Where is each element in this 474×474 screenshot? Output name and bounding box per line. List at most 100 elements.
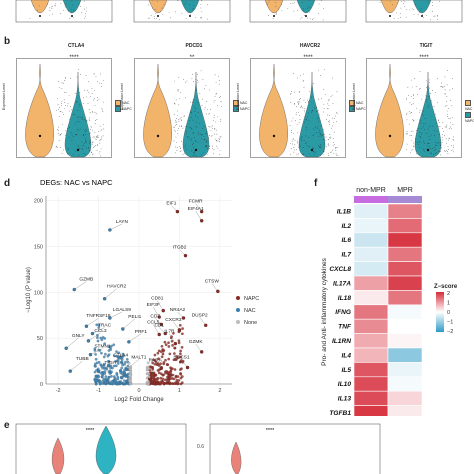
jitter-dot	[428, 146, 430, 147]
jitter-dot	[81, 141, 83, 143]
significance-stars: **	[189, 55, 195, 61]
jitter-dot	[61, 88, 63, 89]
jitter-dot	[406, 112, 408, 114]
background-point	[168, 381, 172, 385]
data-point-eif4a1	[199, 219, 204, 223]
jitter-dot	[192, 119, 194, 121]
jitter-dot	[90, 96, 91, 98]
median-dot-napc	[76, 148, 80, 152]
jitter-dot	[209, 145, 210, 147]
violin-top-median-2-0	[273, 15, 275, 17]
jitter-dot	[197, 102, 199, 104]
jitter-dot	[419, 132, 421, 134]
data-point-peli1	[121, 327, 125, 331]
jitter-dot	[428, 142, 430, 144]
jitter-dot	[181, 120, 182, 121]
jitter-dot	[184, 115, 185, 117]
jitter-dot	[296, 153, 298, 155]
jitter-dot	[429, 152, 431, 154]
jitter-dot	[88, 109, 90, 110]
jitter-dot	[152, 7, 154, 9]
background-point	[165, 378, 169, 381]
background-point	[115, 364, 118, 368]
background-point	[102, 355, 106, 359]
volcano-plot: DEGs: NAC vs NAPC 0 50 100 150 200 -2 -1 0 1 2 Log2…	[26, 178, 259, 403]
jitter-dot	[333, 141, 334, 143]
jitter-dot	[90, 128, 92, 130]
jitter-dot	[335, 153, 337, 155]
jitter-dot	[412, 98, 414, 99]
row-label-ifng: IFNG	[335, 309, 351, 316]
jitter-dot	[305, 101, 307, 103]
jitter-dot	[434, 114, 436, 115]
jitter-dot	[299, 91, 301, 93]
jitter-dot	[316, 132, 318, 133]
jitter-dot	[406, 143, 408, 145]
jitter-dot	[186, 80, 188, 82]
jitter-dot	[198, 131, 200, 133]
jitter-dot	[428, 143, 429, 144]
jitter-dot	[430, 102, 432, 103]
jitter-dot	[416, 153, 417, 155]
jitter-dot	[184, 4, 186, 5]
jitter-dot	[176, 124, 177, 125]
violin-napc	[182, 71, 210, 158]
jitter-dot	[334, 131, 335, 133]
heatmap-cell	[387, 275, 423, 291]
jitter-dot	[200, 16, 202, 18]
jitter-dot	[412, 130, 414, 132]
jitter-dot	[82, 149, 83, 150]
jitter-dot	[318, 98, 320, 100]
data-point-itgb2	[183, 253, 188, 258]
jitter-dot	[447, 116, 449, 117]
jitter-dot	[445, 143, 447, 144]
jitter-dot	[298, 104, 300, 106]
jitter-dot	[192, 100, 194, 102]
cytokine-heatmap: non-MPR MPR IL1B IL2 IL6 IL7 CXCL8 IL17A IL18 IFN…	[321, 187, 458, 416]
background-point	[167, 341, 170, 345]
jitter-dot	[77, 129, 78, 130]
jitter-dot	[93, 73, 95, 75]
jitter-dot	[449, 89, 451, 91]
heatmap-cell	[353, 304, 389, 320]
jitter-dot	[213, 114, 215, 116]
jitter-dot	[427, 128, 429, 130]
jitter-dot	[218, 76, 219, 77]
label-leader-line	[195, 210, 202, 221]
jitter-dot	[426, 80, 427, 82]
jitter-dot	[306, 118, 307, 120]
y-axis-label: Expression Level	[120, 83, 124, 110]
jitter-dot	[447, 153, 449, 155]
jitter-dot	[209, 135, 210, 136]
jitter-dot	[179, 151, 181, 152]
jitter-dot	[63, 82, 64, 84]
data-point-tigit	[96, 369, 101, 373]
background-point	[157, 364, 161, 368]
jitter-dot	[439, 145, 441, 146]
gene-label-cxcr3: CXCR3	[165, 317, 182, 323]
jitter-dot	[175, 146, 177, 148]
jitter-dot	[300, 107, 301, 108]
jitter-dot	[66, 4, 68, 6]
jitter-dot	[96, 150, 98, 151]
jitter-dot	[178, 145, 180, 147]
jitter-dot	[291, 120, 293, 122]
gene-label-eif4a1: EIF4A1	[188, 206, 204, 212]
background-point	[156, 362, 160, 365]
jitter-dot	[57, 146, 58, 148]
background-point	[95, 379, 99, 383]
jitter-dot	[99, 142, 101, 144]
legend-label: NAPC	[240, 107, 250, 112]
jitter-dot	[291, 140, 293, 142]
jitter-dot	[295, 120, 296, 122]
jitter-dot	[306, 126, 307, 128]
heatmap-cell	[353, 333, 389, 349]
background-point	[179, 359, 183, 362]
jitter-dot	[410, 112, 412, 114]
jitter-dot	[179, 98, 180, 99]
jitter-dot	[51, 8, 53, 9]
legend-swatch	[115, 100, 121, 107]
violin-e-1	[51, 437, 65, 474]
jitter-dot	[289, 153, 291, 155]
jitter-dot	[58, 81, 59, 82]
